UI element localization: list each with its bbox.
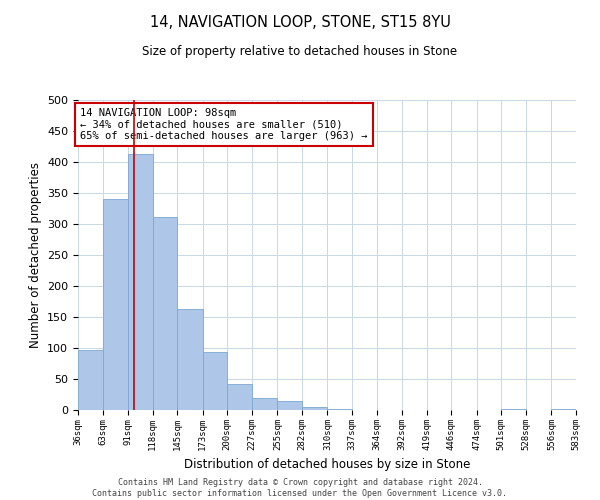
Bar [502, 409, 526, 410]
Bar [227, 384, 252, 410]
Text: 14, NAVIGATION LOOP, STONE, ST15 8YU: 14, NAVIGATION LOOP, STONE, ST15 8YU [149, 15, 451, 30]
Bar [277, 400, 302, 410]
Bar [78, 350, 103, 410]
Bar [103, 199, 128, 410]
Bar [128, 154, 152, 410]
Bar [551, 409, 576, 410]
Text: Contains HM Land Registry data © Crown copyright and database right 2024.
Contai: Contains HM Land Registry data © Crown c… [92, 478, 508, 498]
Bar [177, 309, 203, 410]
Bar [302, 407, 328, 410]
Bar [203, 352, 227, 410]
Text: Size of property relative to detached houses in Stone: Size of property relative to detached ho… [142, 45, 458, 58]
Bar [152, 217, 177, 410]
Y-axis label: Number of detached properties: Number of detached properties [29, 162, 41, 348]
Text: 14 NAVIGATION LOOP: 98sqm
← 34% of detached houses are smaller (510)
65% of semi: 14 NAVIGATION LOOP: 98sqm ← 34% of detac… [80, 108, 368, 141]
Bar [252, 398, 277, 410]
Bar [328, 409, 352, 410]
X-axis label: Distribution of detached houses by size in Stone: Distribution of detached houses by size … [184, 458, 470, 471]
